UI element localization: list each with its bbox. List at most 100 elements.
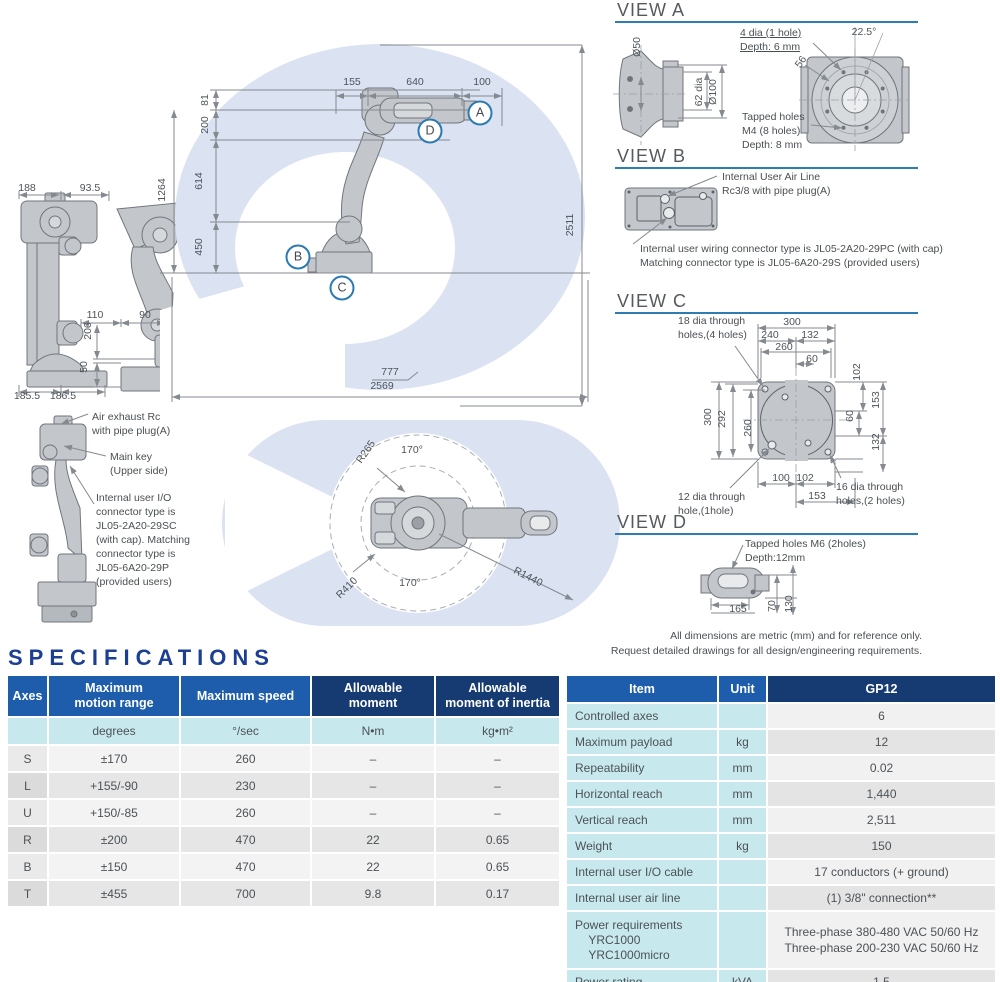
cell-value: (1) 3/8" connection** (768, 886, 995, 910)
cell-item: Horizontal reach (567, 782, 717, 806)
units-cell (8, 718, 47, 744)
units-cell: °/sec (181, 718, 310, 744)
cell-range: ±455 (49, 881, 179, 906)
cell-moment: 22 (312, 854, 434, 879)
cell-item: Vertical reach (567, 808, 717, 832)
view-b-title: VIEW B (617, 146, 687, 166)
cell-moment: – (312, 746, 434, 771)
cell-axis: T (8, 881, 47, 906)
cell-unit (719, 704, 766, 728)
item-row-controlled-axes: Controlled axes 6 (567, 704, 995, 728)
item-row-repeatability: Repeatability mm 0.02 (567, 756, 995, 780)
item-row-air-line: Internal user air line (1) 3/8" connecti… (567, 886, 995, 910)
cell-speed: 260 (181, 800, 310, 825)
dim-100-bottom: 100 (772, 472, 790, 484)
cell-speed: 470 (181, 827, 310, 852)
view-b-airline-note: Internal User Air Line Rc3/8 with pipe p… (722, 171, 831, 197)
cell-value: 150 (768, 834, 995, 858)
axes-header-moment: Allowable moment (312, 676, 434, 716)
dim-dia100: Ø100 (707, 79, 719, 105)
dim-60-right: 60 (844, 410, 856, 422)
dim-300-left: 300 (702, 408, 714, 426)
view-d-title: VIEW D (617, 512, 688, 532)
axes-row-b: B ±150 470 22 0.65 (8, 854, 559, 879)
dim-70: 70 (766, 600, 778, 612)
view-a-title: VIEW A (617, 0, 686, 20)
dim-90: 90 (139, 309, 151, 321)
dim-186-5: 186.5 (49, 390, 77, 402)
dim-102-right: 102 (851, 363, 863, 381)
air-exhaust-note: Air exhaust Rc3/8 with pipe plug(A) (92, 411, 175, 437)
view-c-holes18-note: 18 dia through holes,(4 holes) (678, 315, 747, 341)
dim-81: 81 (199, 94, 211, 106)
axes-row-t: T ±455 700 9.8 0.17 (8, 881, 559, 906)
dim-260-top: 260 (775, 341, 793, 353)
item-spec-table: Item Unit GP12 Controlled axes 6 Maximum… (565, 674, 997, 982)
dim-dia50: Ø50 (631, 37, 643, 57)
cell-speed: 260 (181, 746, 310, 771)
view-b-rule (615, 167, 918, 169)
view-a-rule (615, 21, 918, 23)
cell-value: 1.5 (768, 970, 995, 982)
unit-header: Unit (719, 676, 766, 702)
dim-22-5deg: 22.5° (851, 26, 877, 38)
view-d-tapped-note: Tapped holes M6 (2holes) Depth:12mm (745, 538, 866, 564)
dim-292: 292 (716, 410, 728, 428)
cell-axis: U (8, 800, 47, 825)
cell-range: ±170 (49, 746, 179, 771)
dim-240: 240 (761, 329, 779, 341)
cell-value: Three-phase 380-480 VAC 50/60 Hz Three-p… (768, 912, 995, 968)
cell-unit: kg (719, 730, 766, 754)
axes-table-header-row: Axes Maximum motion range Maximum speed … (8, 676, 559, 716)
cell-axis: L (8, 773, 47, 798)
cell-moment: – (312, 773, 434, 798)
dimensions-footnote: All dimensions are metric (mm) and for r… (610, 630, 922, 657)
io-connector-note: Internal user I/O connector type is JL05… (96, 492, 190, 588)
axes-header-axes: Axes (8, 676, 47, 716)
view-a-tapped-note: Tapped holes M4 (8 holes) Depth: 8 mm (742, 111, 805, 151)
dim-200: 200 (199, 116, 211, 134)
cell-value: 1,440 (768, 782, 995, 806)
marker-b: B (285, 244, 311, 270)
cell-item: Internal user air line (567, 886, 717, 910)
axes-row-l: L +155/-90 230 – – (8, 773, 559, 798)
units-cell: N•m (312, 718, 434, 744)
cell-item: Internal user I/O cable (567, 860, 717, 884)
cell-item: Weight (567, 834, 717, 858)
cell-inertia: 0.65 (436, 854, 559, 879)
item-row-io-cable: Internal user I/O cable 17 conductors (+… (567, 860, 995, 884)
dim-62dia: 62 dia (693, 77, 705, 107)
view-d-rule (615, 533, 918, 535)
view-c-holes16-note: 16 dia through holes,(2 holes) (836, 481, 905, 507)
dim-93-5: 93.5 (79, 182, 101, 194)
cell-inertia: – (436, 800, 559, 825)
axes-row-s: S ±170 260 – – (8, 746, 559, 771)
cell-item: Power rating (567, 970, 717, 982)
dim-155: 155 (343, 76, 361, 88)
cell-value: 2,511 (768, 808, 995, 832)
dim-100: 100 (473, 76, 491, 88)
dim-153-right: 153 (870, 391, 882, 409)
dim-132-right: 132 (870, 433, 882, 451)
axes-spec-table: Axes Maximum motion range Maximum speed … (6, 674, 561, 908)
item-row-weight: Weight kg 150 (567, 834, 995, 858)
item-table-header-row: Item Unit GP12 (567, 676, 995, 702)
axes-row-r: R ±200 470 22 0.65 (8, 827, 559, 852)
units-cell: degrees (49, 718, 179, 744)
marker-c: C (329, 275, 355, 301)
item-row-power-rating: Power rating kVA 1.5 (567, 970, 995, 982)
dim-110: 110 (86, 309, 104, 321)
cell-item: Controlled axes (567, 704, 717, 728)
dim-170-top: 170° (401, 444, 423, 456)
dim-2511: 2511 (564, 213, 576, 237)
cell-moment: 22 (312, 827, 434, 852)
item-row-max-payload: Maximum payload kg 12 (567, 730, 995, 754)
dim-2569: 2569 (370, 380, 394, 392)
axes-header-inertia: Allowable moment of inertia (436, 676, 559, 716)
dim-614: 614 (193, 172, 205, 190)
cell-unit (719, 886, 766, 910)
axes-header-motion-range: Maximum motion range (49, 676, 179, 716)
dim-640: 640 (406, 76, 424, 88)
view-d-drawing (700, 544, 797, 615)
view-c-title: VIEW C (617, 291, 688, 311)
